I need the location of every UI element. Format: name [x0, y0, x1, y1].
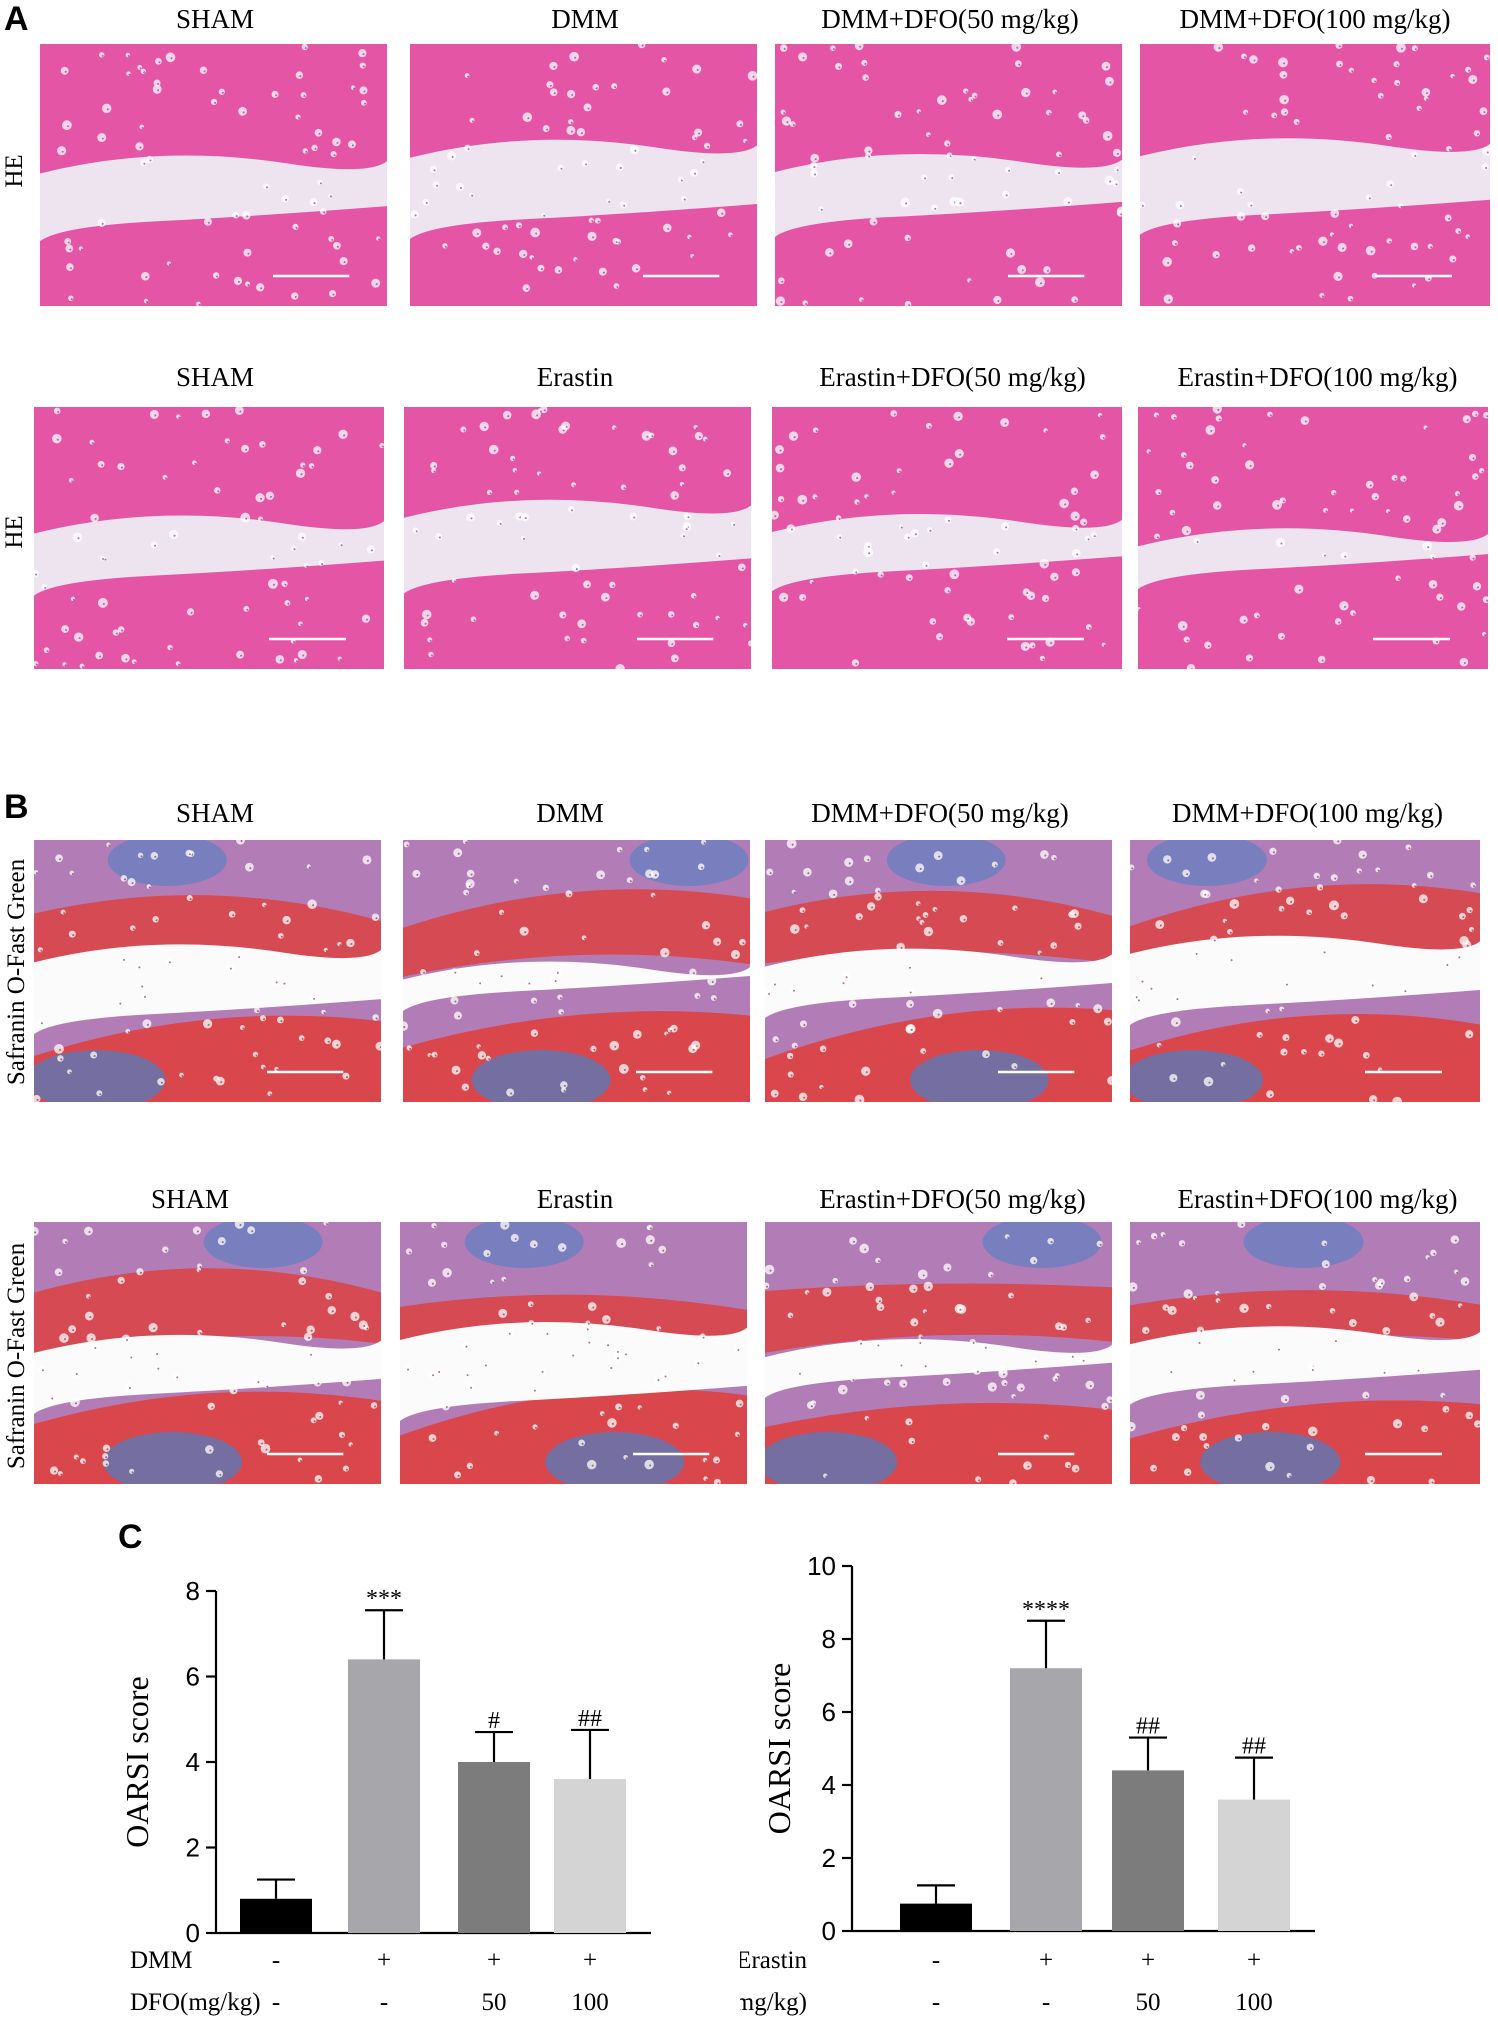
safranin-micrograph-erastin-dfo100	[1130, 1222, 1480, 1484]
condition-value: +	[377, 1947, 391, 1974]
bar	[348, 1659, 420, 1933]
panel-a-row2-label: HE	[1, 515, 28, 549]
condition-value: 100	[571, 1989, 609, 2016]
panel-letter-c: C	[118, 1518, 143, 1556]
safranin-micrograph-erastin-dfo50	[765, 1222, 1112, 1484]
condition-value: -	[380, 1989, 388, 2016]
y-tick-label: 6	[186, 1662, 200, 1692]
y-tick-label: 2	[822, 1843, 836, 1873]
oarsi-chart-erastin: 0 2 4 6 8 10 OARSI score **** ## ## Erastin - + + + DFO…	[740, 1551, 1315, 2016]
condition-row-label: DFO(mg/kg)	[740, 1989, 807, 2016]
safranin-micrograph-erastin-sham	[34, 1222, 381, 1484]
y-tick-label: 10	[807, 1551, 836, 1581]
safranin-micrograph-dmm	[403, 840, 750, 1102]
panel-b-row1-title-1: SHAM	[175, 798, 255, 828]
panel-a-row1-title-1: SHAM	[175, 4, 255, 34]
condition-value: 50	[1136, 1989, 1161, 2016]
bar	[1010, 1668, 1082, 1931]
panel-b-row1-title-3: DMM+DFO(50 mg/kg)	[811, 798, 1069, 828]
panel-b-row2-title-3: Erastin+DFO(50 mg/kg)	[819, 1184, 1086, 1214]
panel-a-row2-title-4: Erastin+DFO(100 mg/kg)	[1177, 362, 1458, 392]
he-micrograph-erastin-dfo100	[1138, 407, 1488, 669]
panel-a-row2-title-3: Erastin+DFO(50 mg/kg)	[819, 362, 1086, 392]
significance-label: ##	[1136, 1714, 1160, 1740]
panel-b-row2-title-2: Erastin	[536, 1184, 614, 1214]
significance-label: ***	[366, 1586, 402, 1612]
condition-value: -	[932, 1947, 940, 1974]
condition-value: +	[487, 1947, 501, 1974]
panel-b-row2-label: Safranin O-Fast Green	[3, 1242, 30, 1470]
bar	[240, 1898, 312, 1933]
condition-value: -	[272, 1947, 280, 1974]
bar	[1218, 1799, 1290, 1931]
safranin-micrograph-erastin	[400, 1222, 747, 1484]
panel-b-row2-title-4: Erastin+DFO(100 mg/kg)	[1177, 1184, 1458, 1214]
condition-value: +	[1141, 1947, 1155, 1974]
he-micrograph-erastin	[404, 407, 751, 669]
condition-value: 50	[482, 1989, 507, 2016]
panel-b-row1-label: Safranin O-Fast Green	[3, 858, 30, 1086]
he-micrograph-erastin-dfo50	[772, 407, 1122, 669]
significance-label: ****	[1022, 1597, 1070, 1623]
significance-label: #	[488, 1708, 500, 1734]
panel-letter-a: A	[4, 0, 29, 38]
y-tick-label: 4	[186, 1747, 200, 1777]
y-tick-label: 2	[186, 1833, 200, 1863]
panel-b-row1-title-2: DMM	[536, 798, 604, 828]
bar	[458, 1762, 530, 1933]
safranin-micrograph-dmm-sham	[34, 840, 381, 1102]
condition-value: 100	[1235, 1989, 1273, 2016]
panel-b-row2-title-1: SHAM	[150, 1184, 230, 1214]
condition-row-label: DFO(mg/kg)	[130, 1989, 261, 2016]
condition-row-label: DMM	[130, 1947, 193, 1974]
y-axis-label: OARSI score	[761, 1663, 797, 1835]
panel-a-row1-label: HE	[1, 154, 28, 188]
y-tick-label: 4	[822, 1770, 836, 1800]
condition-value: -	[932, 1989, 940, 2016]
condition-value: -	[1042, 1989, 1050, 2016]
panel-letter-b: B	[4, 788, 29, 826]
bar	[554, 1779, 626, 1933]
panel-a-row1-title-2: DMM	[551, 4, 619, 34]
y-tick-label: 8	[186, 1576, 200, 1606]
significance-label: ##	[1242, 1734, 1266, 1760]
panel-a-row2-title-1: SHAM	[175, 362, 255, 392]
y-tick-label: 0	[822, 1916, 836, 1946]
y-tick-label: 0	[186, 1918, 200, 1948]
condition-value: +	[1247, 1947, 1261, 1974]
y-tick-label: 6	[822, 1697, 836, 1727]
he-micrograph-dmm-dfo50	[775, 44, 1122, 306]
y-tick-label: 8	[822, 1624, 836, 1654]
bar	[900, 1903, 972, 1931]
he-micrograph-erastin-sham	[34, 407, 384, 669]
panel-a-row1-title-4: DMM+DFO(100 mg/kg)	[1179, 4, 1451, 34]
condition-value: -	[272, 1989, 280, 2016]
panel-b-row1-title-4: DMM+DFO(100 mg/kg)	[1172, 798, 1443, 828]
safranin-micrograph-dmm-dfo50	[765, 840, 1112, 1102]
panel-a-row2-title-2: Erastin	[536, 362, 614, 392]
condition-value: +	[583, 1947, 597, 1974]
panel-a-row1-title-3: DMM+DFO(50 mg/kg)	[821, 4, 1079, 34]
safranin-micrograph-dmm-dfo100	[1130, 840, 1480, 1102]
he-micrograph-dmm	[410, 44, 757, 306]
condition-value: +	[1039, 1947, 1053, 1974]
significance-label: ##	[578, 1706, 602, 1732]
he-micrograph-dmm-sham	[40, 44, 387, 306]
he-micrograph-dmm-dfo100	[1140, 44, 1490, 306]
bar	[1112, 1770, 1184, 1931]
condition-row-label: Erastin	[740, 1947, 807, 1974]
y-axis-label: OARSI score	[119, 1676, 155, 1848]
